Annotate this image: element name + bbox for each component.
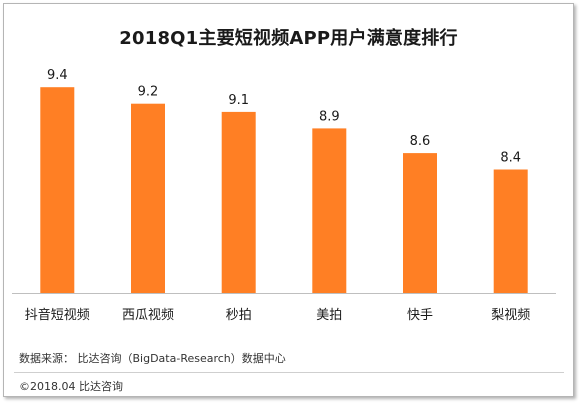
chart-title: 2018Q1主要短视频APP用户满意度排行 [119,28,458,49]
bar-5 [493,169,528,293]
category-label-1: 西瓜视频 [122,308,174,323]
category-label-0: 抖音短视频 [25,307,90,323]
bar-1 [131,103,165,293]
category-label-2: 秒拍 [226,308,252,323]
value-label-3: 8.9 [319,109,340,124]
value-label-1: 9.2 [138,85,159,100]
bar-3 [312,128,347,293]
value-label-4: 8.6 [410,134,431,149]
bar-2 [221,111,256,294]
footer-divider [14,372,564,373]
bar-chart: 9.4 抖音短视频 9.2 西瓜视频 9.1 秒拍 8.9 美拍 8.6 快手 8.4 梨视频 [12,68,556,323]
category-label-5: 梨视频 [491,308,530,323]
category-label-4: 快手 [407,308,433,323]
value-label-5: 8.4 [500,151,521,166]
value-label-0: 9.4 [47,68,68,83]
chart-frame: 2018Q1主要短视频APP用户满意度排行 9.4 抖音短视频 9.2 西瓜视频 9.1… [3,3,574,397]
bar-0 [40,87,75,293]
data-source: 数据来源： 比达咨询（BigData-Research）数据中心 [19,352,286,365]
copyright-text: ©2018.04 比达咨询 [19,380,123,393]
value-label-2: 9.1 [228,93,249,108]
bar-4 [403,153,437,293]
category-label-3: 美拍 [316,308,342,323]
